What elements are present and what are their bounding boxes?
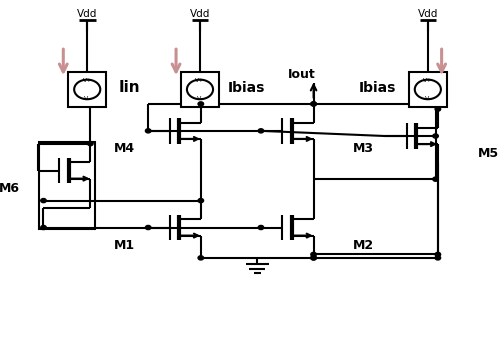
Text: Vdd: Vdd <box>418 9 438 19</box>
Bar <box>181 72 219 107</box>
Text: V+: V+ <box>82 78 92 83</box>
Bar <box>409 72 447 107</box>
Bar <box>39 142 95 229</box>
Circle shape <box>198 102 203 106</box>
Circle shape <box>435 107 440 111</box>
Circle shape <box>311 256 316 260</box>
Circle shape <box>435 256 440 260</box>
Text: V-: V- <box>425 96 431 101</box>
Circle shape <box>433 134 438 138</box>
Circle shape <box>258 226 264 230</box>
Circle shape <box>311 102 316 106</box>
Text: Iin: Iin <box>118 80 140 95</box>
Text: V-: V- <box>197 96 203 101</box>
Circle shape <box>40 226 46 230</box>
Text: Vdd: Vdd <box>77 9 98 19</box>
Circle shape <box>146 129 151 133</box>
Text: M4: M4 <box>114 142 135 155</box>
Circle shape <box>40 198 46 203</box>
Text: Iout: Iout <box>288 68 316 81</box>
Text: V+: V+ <box>423 78 432 83</box>
Text: Ibias: Ibias <box>228 81 265 95</box>
Text: Ibias: Ibias <box>359 81 397 95</box>
Circle shape <box>198 256 203 260</box>
Circle shape <box>433 177 438 181</box>
Circle shape <box>88 142 93 146</box>
Text: V+: V+ <box>195 78 204 83</box>
Text: Vdd: Vdd <box>190 9 210 19</box>
Circle shape <box>198 198 203 203</box>
Circle shape <box>146 226 151 230</box>
Circle shape <box>258 129 264 133</box>
Circle shape <box>311 256 316 260</box>
Text: M5: M5 <box>478 148 498 160</box>
Text: M1: M1 <box>114 239 135 252</box>
Text: M3: M3 <box>354 142 374 155</box>
Text: M2: M2 <box>354 239 374 252</box>
Bar <box>68 72 106 107</box>
Circle shape <box>311 102 316 106</box>
Circle shape <box>435 252 440 256</box>
Text: M6: M6 <box>0 182 20 195</box>
Circle shape <box>311 252 316 256</box>
Text: V-: V- <box>84 96 90 101</box>
